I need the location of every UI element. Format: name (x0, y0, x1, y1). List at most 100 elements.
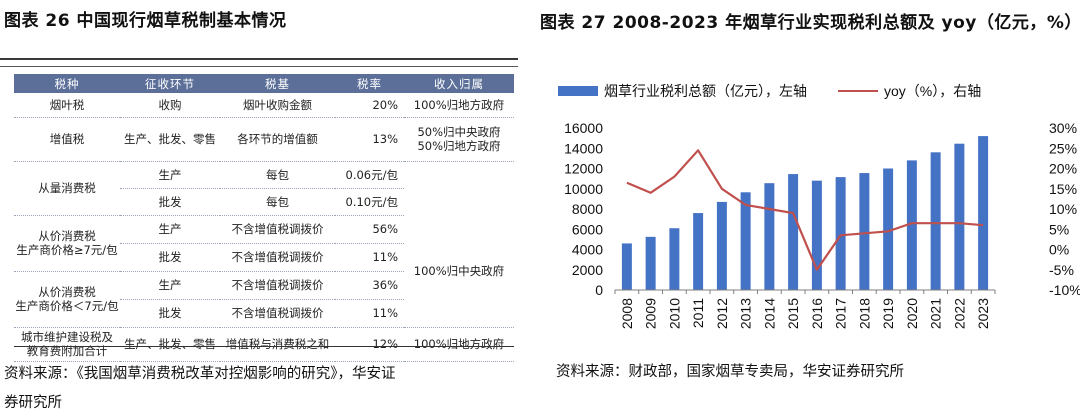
x-tick-label: 2011 (690, 298, 706, 328)
revenue-line: 50%归中央政府 (417, 125, 501, 139)
table-row: 从量消费税 生产 每包 0.06元/包 (14, 161, 514, 216)
header-cell: 税率 (335, 74, 404, 93)
table-figure-title: 图表 26 中国现行烟草税制基本情况 (4, 11, 287, 31)
stage-cell: 生产 (120, 215, 220, 244)
y-left-tick-label: 2000 (572, 262, 603, 278)
revenue-cell: 100%归地方政府 (404, 93, 514, 118)
base-cell: 烟叶收购金额 (220, 93, 335, 118)
stage-cell: 收购 (120, 93, 220, 118)
table-row: 增值税 生产、批发、零售 各环节的增值额 13% 50%归中央政府 50%归地方… (14, 117, 514, 162)
left-panel: 图表 26 中国现行烟草税制基本情况 税种 征收环节 税基 税率 收入归属 烟叶… (0, 0, 520, 416)
tax-type-cell: 烟叶税 (14, 93, 120, 118)
table-row: 批发 不含增值税调拨价 11% (14, 299, 514, 328)
bar (883, 168, 894, 290)
y-right-tick-label: 5% (1049, 221, 1069, 237)
stage-cell: 生产 (120, 161, 220, 189)
yoy-line (626, 149, 984, 271)
tax-type-cell: 从价消费税 生产商价格≥7元/包 (14, 215, 120, 272)
table-source-note: 资料来源：《我国烟草消费税改革对控烟影响的研究》，华安证 券研究所 (4, 360, 519, 416)
title-rule (0, 58, 518, 60)
tax-table-header: 税种 征收环节 税基 税率 收入归属 (14, 74, 514, 93)
y-left-tick-label: 14000 (564, 140, 603, 156)
bar (716, 201, 727, 290)
base-cell: 各环节的增值额 (220, 117, 335, 162)
source-line: 资料来源：《我国烟草消费税改革对控烟影响的研究》，华安证 (4, 366, 396, 382)
y-left-tick-label: 10000 (564, 181, 603, 197)
bar (693, 213, 704, 290)
header-cell: 征收环节 (120, 74, 220, 93)
stage-cell: 批发 (120, 243, 220, 272)
bar (906, 160, 917, 290)
bar (788, 174, 799, 290)
table-row: 从价消费税 生产商价格＜7元/包 生产 不含增值税调拨价 36% (14, 271, 514, 328)
x-tick-label: 2010 (666, 298, 682, 329)
stage-cell: 批发 (120, 299, 220, 328)
bar (740, 192, 751, 290)
bar (764, 183, 775, 290)
x-tick-label: 2018 (856, 298, 872, 329)
tax-type-line: 从价消费税 (38, 285, 96, 299)
legend-swatch-bar (558, 86, 598, 96)
tax-type-line: 从价消费税 (38, 229, 96, 243)
y-right-tick-label: 10% (1049, 201, 1077, 217)
tax-type-line: 生产商价格＜7元/包 (15, 299, 119, 313)
y-right-tick-label: -10% (1049, 282, 1080, 298)
stage-cell: 生产、批发、零售 (120, 117, 220, 162)
bar (645, 236, 656, 290)
y-right-tick-label: 30% (1049, 120, 1077, 136)
y-left-tick-label: 8000 (572, 201, 603, 217)
revenue-cell-empty (404, 161, 514, 215)
chart-figure-title: 图表 27 2008-2023 年烟草行业实现税利总额及 yoy（亿元，%） (540, 13, 1080, 33)
rate-cell: 11% (335, 243, 404, 272)
bar (669, 228, 680, 290)
legend-label-line: yoy（%），右轴 (884, 83, 981, 99)
bar (621, 243, 632, 290)
x-tick-label: 2009 (643, 298, 659, 329)
bar (811, 180, 822, 290)
rate-cell: 56% (335, 215, 404, 244)
header-cell: 税种 (14, 74, 120, 93)
bar (978, 136, 989, 290)
revenue-line: 50%归地方政府 (417, 139, 501, 153)
rate-cell: 0.06元/包 (335, 161, 404, 189)
bar (954, 143, 965, 290)
bar (930, 152, 941, 290)
x-tick-label: 2017 (833, 298, 849, 329)
rate-cell: 11% (335, 299, 404, 328)
base-cell: 不含增值税调拨价 (220, 299, 335, 328)
tax-type-cell: 从量消费税 (14, 161, 120, 216)
x-tick-label: 2013 (738, 298, 754, 329)
tax-type-cell: 城市维护建设税及 教育费附加合计 (14, 327, 120, 362)
y-left-tick-label: 16000 (564, 120, 603, 136)
y-left-tick-label: 0 (595, 282, 603, 298)
table-row: 批发 不含增值税调拨价 11% (14, 243, 514, 272)
y-right-tick-label: -5% (1049, 262, 1074, 278)
table-row: 批发 每包 0.10元/包 (14, 188, 514, 216)
table-row: 烟叶税 收购 烟叶收购金额 20% 100%归地方政府 (14, 93, 514, 118)
y-left-tick-label: 12000 (564, 161, 603, 177)
header-cell: 收入归属 (404, 74, 514, 93)
bar (835, 177, 846, 290)
x-tick-label: 2022 (951, 298, 967, 329)
revenue-cell: 100%归地方政府 (404, 327, 514, 362)
bar (859, 173, 870, 290)
rate-cell: 36% (335, 271, 404, 300)
base-cell: 不含增值税调拨价 (220, 243, 335, 272)
x-tick-label: 2019 (880, 298, 896, 329)
stage-cell: 批发 (120, 188, 220, 216)
legend-label-bar: 烟草行业税利总额（亿元），左轴 (604, 83, 807, 99)
base-cell: 不含增值税调拨价 (220, 271, 335, 300)
base-cell: 每包 (220, 188, 335, 216)
stage-cell: 生产、批发、零售 (120, 327, 220, 362)
base-cell: 每包 (220, 161, 335, 189)
x-tick-label: 2023 (975, 298, 991, 329)
table-row: 从价消费税 生产商价格≥7元/包 生产 不含增值税调拨价 56% 100%归中央… (14, 215, 514, 328)
x-tick-label: 2015 (785, 298, 801, 329)
base-cell: 增值税与消费税之和 (220, 327, 335, 362)
source-line: 券研究所 (4, 395, 62, 411)
table-bottom-rule (14, 346, 514, 347)
right-panel: 图表 27 2008-2023 年烟草行业实现税利总额及 yoy（亿元，%） 烟… (540, 0, 1080, 416)
y-right-tick-label: 25% (1049, 140, 1077, 156)
x-tick-label: 2014 (761, 298, 777, 329)
tax-type-cell: 从价消费税 生产商价格＜7元/包 (14, 271, 120, 328)
